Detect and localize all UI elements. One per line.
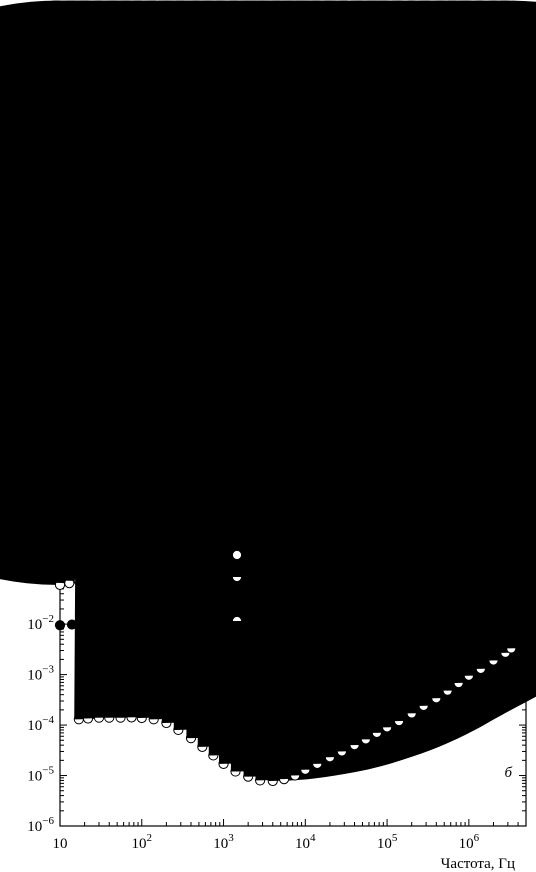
x-tick-label: 10: [53, 836, 68, 852]
data-point: [506, 0, 536, 654]
legend-item: 300 с в плазме: [231, 592, 343, 608]
legend-marker: [231, 549, 243, 561]
legend-item: Исходная ПЭТФ ТМ: [231, 548, 383, 564]
x-tick-label: 106: [459, 832, 480, 852]
legend: Исходная ПЭТФ ТМ 120 с в плазме 300 с в пл…: [231, 548, 383, 630]
x-tick-label: 102: [132, 832, 153, 852]
legend-item: 120 с в плазме: [231, 570, 343, 586]
legend-label: 600 с в плазме: [251, 614, 343, 630]
y-tick-label: 10−6: [27, 815, 54, 835]
y-tick-label: 10−3: [27, 664, 54, 684]
legend-label: 120 с в плазме: [251, 570, 343, 586]
data-point: [54, 620, 66, 631]
legend-marker: [231, 615, 243, 627]
x-axis-label: Частота, Гц: [441, 856, 515, 872]
legend-label: 300 с в плазме: [251, 592, 343, 608]
legend-marker: [231, 571, 243, 583]
series-3: [73, 0, 536, 787]
legend-marker: [231, 593, 243, 605]
legend-label: Исходная ПЭТФ ТМ: [251, 548, 383, 564]
panel-label: б: [504, 765, 512, 781]
y-tick-label: 10−5: [27, 765, 54, 785]
legend-item: 600 с в плазме: [231, 614, 343, 630]
x-tick-label: 104: [295, 832, 316, 852]
x-tick-label: 103: [213, 832, 234, 852]
x-tick-label: 105: [377, 832, 398, 852]
y-tick-label: 10−4: [27, 714, 54, 734]
y-tick-label: 10−2: [27, 613, 54, 633]
